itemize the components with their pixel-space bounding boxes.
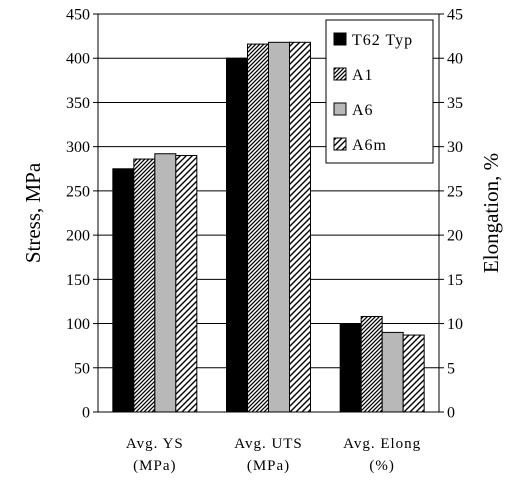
right-tick-label: 20 xyxy=(447,228,463,245)
category-label: Avg. UTS xyxy=(234,436,303,452)
bar xyxy=(247,43,269,413)
right-tick-label: 0 xyxy=(447,405,455,422)
legend-swatch xyxy=(333,32,347,46)
bar xyxy=(112,168,135,413)
right-tick-label: 10 xyxy=(447,316,463,333)
legend-label: T62 Typ xyxy=(352,32,413,49)
right-tick-label: 30 xyxy=(447,139,463,156)
bar xyxy=(381,331,404,413)
right-axis-ticks: 0 5 10 15 20 25 30 35 40 45 xyxy=(439,7,463,422)
bar xyxy=(133,158,156,413)
category-labels: Avg. YS (MPa) Avg. UTS (MPa) Avg. Elong (%) xyxy=(126,436,421,474)
legend: T62 Typ A1 A6 A6m xyxy=(325,19,434,164)
y2-axis-title: Elongation, % xyxy=(479,153,503,273)
category-label: (MPa) xyxy=(247,458,290,474)
y-axis-title: Stress, MPa xyxy=(21,162,45,263)
bar xyxy=(402,334,425,413)
category-label: (MPa) xyxy=(133,458,176,474)
legend-swatch xyxy=(333,67,347,81)
bar xyxy=(339,323,362,413)
legend-swatch xyxy=(333,137,347,151)
legend-label: A6 xyxy=(352,102,374,119)
left-tick-label: 250 xyxy=(66,183,90,200)
left-tick-label: 50 xyxy=(74,360,90,377)
legend-label: A6m xyxy=(352,137,387,154)
legend-swatch xyxy=(333,102,347,116)
left-tick-label: 400 xyxy=(66,51,90,68)
right-tick-label: 5 xyxy=(447,360,455,377)
bar xyxy=(154,153,177,413)
left-tick-label: 450 xyxy=(66,7,90,24)
bar xyxy=(226,57,248,413)
bar xyxy=(268,41,290,413)
plot-frame xyxy=(97,13,440,413)
right-tick-label: 35 xyxy=(447,95,463,112)
right-tick-label: 45 xyxy=(447,7,463,24)
bar xyxy=(289,41,311,413)
left-tick-label: 100 xyxy=(66,316,90,333)
left-tick-label: 200 xyxy=(66,228,90,245)
category-label: Avg. YS xyxy=(126,436,184,452)
left-axis-ticks: 0 50 100 150 200 250 300 350 400 450 xyxy=(66,7,98,422)
left-tick-label: 0 xyxy=(82,405,90,422)
right-tick-label: 25 xyxy=(447,183,463,200)
legend-label: A1 xyxy=(352,67,374,84)
left-tick-label: 150 xyxy=(66,272,90,289)
category-label: Avg. Elong xyxy=(343,436,421,452)
bar xyxy=(360,315,383,413)
left-tick-label: 350 xyxy=(66,95,90,112)
right-tick-label: 40 xyxy=(447,51,463,68)
category-label: (%) xyxy=(369,458,395,474)
bar xyxy=(175,155,198,413)
left-tick-label: 300 xyxy=(66,139,90,156)
right-tick-label: 15 xyxy=(447,272,463,289)
